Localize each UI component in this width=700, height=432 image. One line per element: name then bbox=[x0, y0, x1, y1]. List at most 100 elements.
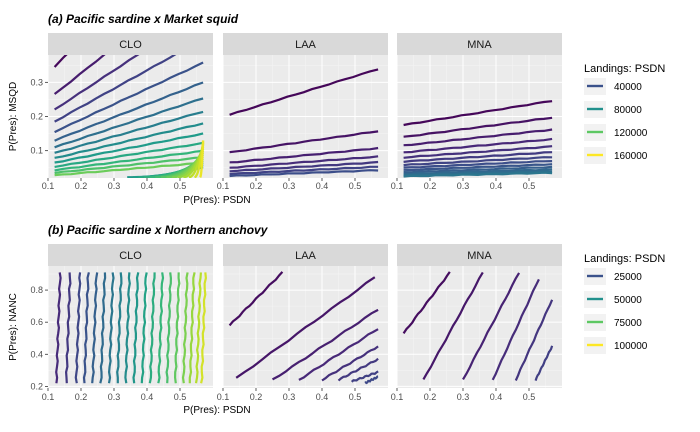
contour-line bbox=[229, 165, 379, 176]
legend-title: Landings: PSDN bbox=[584, 253, 665, 265]
facet-label: MNA bbox=[467, 250, 492, 262]
contour-line bbox=[124, 272, 131, 384]
x-axis-title: P(Pres): PSDN bbox=[183, 405, 250, 416]
legend-label: 75000 bbox=[614, 318, 642, 329]
panel-title: (a) Pacific sardine x Market squid bbox=[48, 12, 239, 26]
x-tick-label: 0.1 bbox=[42, 181, 55, 191]
contour-line bbox=[271, 308, 379, 381]
contour-line bbox=[107, 272, 115, 384]
facet-panel-laa: LAA 0.1 0.2 0.3 0.4 0.5 bbox=[217, 33, 388, 191]
contour-line bbox=[64, 272, 72, 384]
facet-panel-mna: MNA 0.1 0.2 0.3 0.4 0.5 bbox=[391, 244, 562, 402]
facet-label: CLO bbox=[119, 39, 142, 51]
contour-line bbox=[54, 149, 204, 172]
contour-lines bbox=[55, 272, 208, 384]
contour-line bbox=[403, 137, 553, 154]
y-tick-label: 0.2 bbox=[30, 381, 43, 391]
contour-lines bbox=[228, 271, 379, 385]
x-tick-label: 0.4 bbox=[141, 181, 154, 191]
contour-line bbox=[403, 156, 553, 167]
contour-line bbox=[165, 272, 173, 384]
contour-line bbox=[298, 328, 379, 381]
x-tick-label: 0.2 bbox=[424, 392, 437, 402]
contour-line bbox=[91, 272, 99, 384]
contour-lines bbox=[403, 100, 553, 178]
contour-line bbox=[181, 272, 189, 384]
contour-line bbox=[54, 141, 204, 168]
contour-line bbox=[173, 272, 181, 384]
x-tick-label: 0.2 bbox=[250, 392, 263, 402]
contour-line bbox=[403, 171, 553, 178]
facet-panel-laa: LAA 0.1 0.2 0.3 0.4 0.5 bbox=[217, 244, 388, 402]
contour-line bbox=[337, 357, 379, 382]
x-tick-label: 0.3 bbox=[283, 181, 296, 191]
x-tick-label: 0.2 bbox=[250, 181, 263, 191]
y-tick-label: 0.6 bbox=[30, 317, 43, 327]
contour-line bbox=[229, 146, 379, 164]
contour-line bbox=[140, 272, 148, 384]
facet-label: LAA bbox=[295, 39, 316, 51]
contour-line bbox=[403, 145, 553, 159]
x-tick-label: 0.4 bbox=[490, 181, 503, 191]
contour-line bbox=[53, 55, 106, 95]
contour-line bbox=[403, 100, 553, 127]
x-tick-label: 0.5 bbox=[523, 392, 536, 402]
x-tick-label: 0.2 bbox=[75, 181, 88, 191]
contour-line bbox=[194, 272, 202, 384]
contour-line bbox=[148, 272, 156, 384]
contour-line bbox=[229, 155, 379, 169]
x-tick-label: 0.4 bbox=[490, 392, 503, 402]
facet-panel-clo: CLO 0.1 0.2 0.3 0.4 0.5 bbox=[42, 33, 213, 191]
legend-label: 100000 bbox=[614, 341, 648, 352]
contour-line bbox=[99, 272, 107, 384]
x-tick-label: 0.5 bbox=[174, 392, 187, 402]
contour-line bbox=[54, 110, 204, 154]
contour-line bbox=[321, 345, 379, 382]
facet-strip bbox=[48, 33, 213, 55]
contour-line bbox=[199, 140, 205, 178]
legend-label: 40000 bbox=[614, 82, 642, 93]
contour-line bbox=[350, 370, 379, 383]
contour-line bbox=[132, 272, 140, 384]
facet-label: MNA bbox=[467, 39, 492, 51]
x-tick-label: 0.4 bbox=[316, 181, 329, 191]
x-tick-label: 0.1 bbox=[42, 392, 55, 402]
facet-panel-clo: CLO 0.1 0.2 0.3 0.4 0.5 bbox=[42, 244, 213, 402]
panel-title: (b) Pacific sardine x Northern anchovy bbox=[48, 223, 269, 237]
facet-strip bbox=[397, 244, 562, 266]
x-tick-label: 0.2 bbox=[75, 392, 88, 402]
contour-lines bbox=[53, 55, 205, 178]
contour-line bbox=[235, 276, 376, 379]
contour-line bbox=[534, 345, 554, 381]
facet-strip bbox=[48, 244, 213, 266]
contour-line bbox=[403, 160, 553, 169]
contour-line bbox=[403, 128, 553, 147]
text-layer: (a) Pacific sardine x Market squid0.10.2… bbox=[8, 12, 665, 416]
contour-line bbox=[54, 97, 204, 149]
contour-line bbox=[403, 165, 553, 174]
facet-label: LAA bbox=[295, 250, 316, 262]
contour-line bbox=[157, 272, 165, 384]
x-tick-label: 0.3 bbox=[457, 181, 470, 191]
x-tick-label: 0.4 bbox=[141, 392, 154, 402]
facet-panel-mna: MNA 0.1 0.2 0.3 0.4 0.5 bbox=[391, 33, 562, 191]
facet-label: CLO bbox=[119, 250, 142, 262]
legend-label: 50000 bbox=[614, 295, 642, 306]
legend-label: 25000 bbox=[614, 272, 642, 283]
y-tick-label: 0.1 bbox=[30, 146, 43, 156]
contour-line bbox=[403, 151, 553, 163]
contour-line bbox=[402, 271, 451, 335]
contour-line bbox=[74, 272, 82, 384]
y-tick-label: 0.3 bbox=[30, 77, 43, 87]
contour-line bbox=[228, 271, 284, 327]
contour-line bbox=[54, 55, 177, 123]
x-tick-label: 0.1 bbox=[217, 181, 230, 191]
contour-line bbox=[229, 130, 379, 154]
contour-line bbox=[200, 272, 208, 384]
y-axis-title: P(Pres): MSQD bbox=[8, 82, 19, 151]
contour-line bbox=[491, 278, 540, 381]
legend: Landings: PSDN 40000 80000 120000 160000 bbox=[584, 63, 665, 164]
x-tick-label: 0.1 bbox=[391, 181, 404, 191]
y-tick-label: 0.8 bbox=[30, 285, 43, 295]
